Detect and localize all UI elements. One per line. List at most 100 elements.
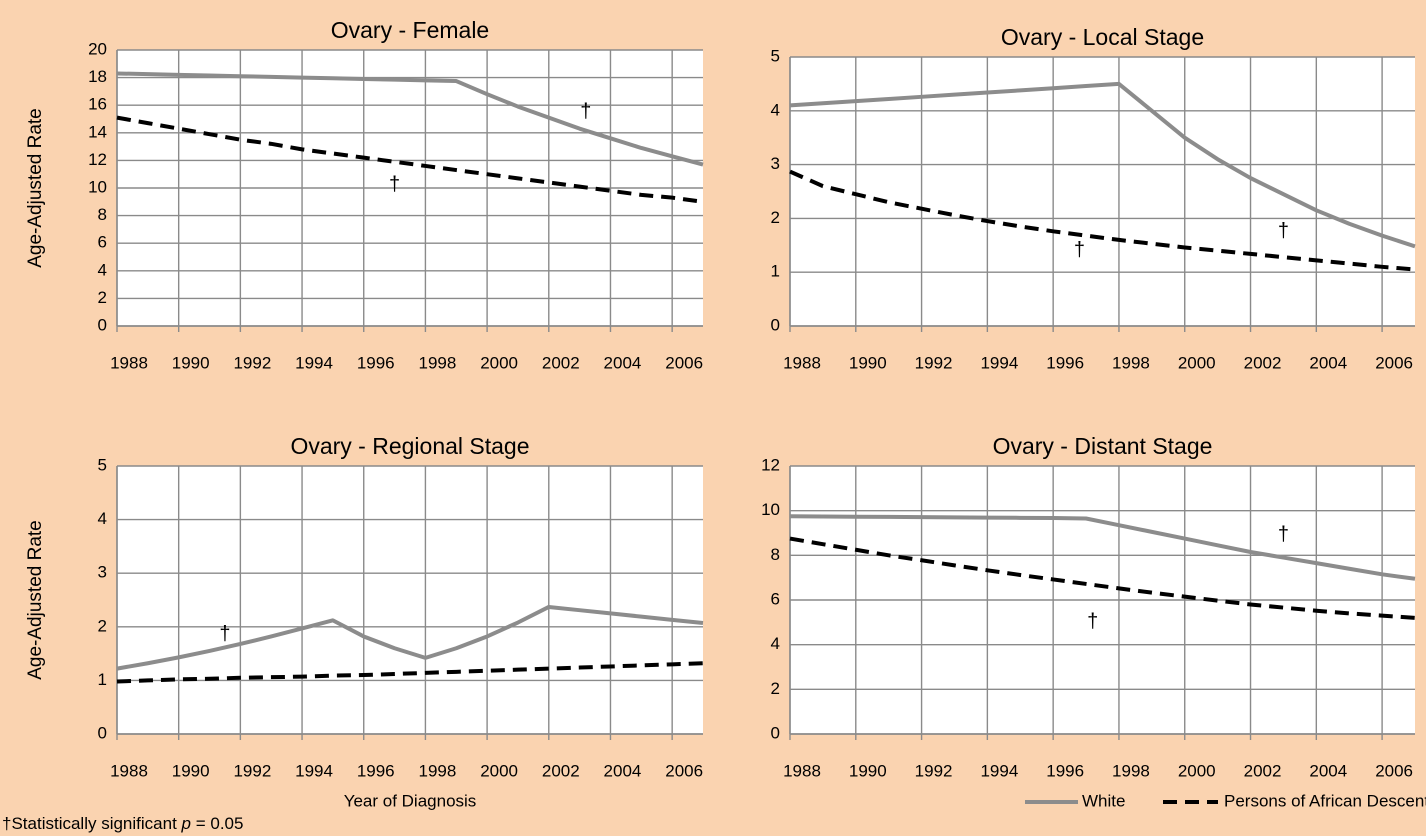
annotation: † xyxy=(1087,611,1098,633)
x-tick-label: 1998 xyxy=(419,353,457,372)
series-line xyxy=(116,71,704,167)
series-line xyxy=(789,169,1416,272)
y-tick-label: 0 xyxy=(98,315,107,334)
x-tick-label: 1990 xyxy=(849,353,887,372)
x-tick-label: 2002 xyxy=(1244,353,1282,372)
x-tick-label: 1996 xyxy=(357,353,395,372)
y-tick-label: 2 xyxy=(98,616,107,635)
y-tick-label: 3 xyxy=(98,563,107,582)
x-tick-label: 2004 xyxy=(604,353,642,372)
annotation: † xyxy=(1278,524,1289,546)
x-tick-label: 1990 xyxy=(172,353,210,372)
x-tick-label: 1996 xyxy=(357,761,395,780)
x-tick-label: 2006 xyxy=(665,761,703,780)
x-tick-label: 1996 xyxy=(1046,761,1084,780)
x-tick-label: 1988 xyxy=(110,353,148,372)
y-tick-label: 10 xyxy=(88,177,107,196)
x-tick-label: 1998 xyxy=(419,761,457,780)
annotation: † xyxy=(219,623,230,645)
y-tick-label: 2 xyxy=(771,208,780,227)
x-axis-label: Year of Diagnosis xyxy=(344,791,477,810)
y-tick-label: 0 xyxy=(771,723,780,742)
x-tick-label: 2004 xyxy=(604,761,642,780)
series-line xyxy=(789,536,1416,620)
x-tick-label: 1988 xyxy=(783,353,821,372)
y-tick-label: 5 xyxy=(771,46,780,65)
x-tick-label: 2000 xyxy=(480,761,518,780)
y-tick-label: 4 xyxy=(98,260,107,279)
x-tick-label: 1992 xyxy=(915,353,953,372)
plot-area xyxy=(790,57,1415,326)
x-tick-label: 1994 xyxy=(295,353,333,372)
series-line xyxy=(789,81,1416,249)
footnote: †Statistically significant p = 0.05 xyxy=(2,814,243,833)
y-tick-label: 12 xyxy=(88,150,107,169)
x-tick-label: 2000 xyxy=(1178,761,1216,780)
series-line xyxy=(116,115,704,204)
legend-label: White xyxy=(1082,791,1125,810)
y-tick-label: 1 xyxy=(771,262,780,281)
x-tick-label: 1998 xyxy=(1112,353,1150,372)
y-tick-label: 6 xyxy=(98,233,107,252)
x-tick-label: 2006 xyxy=(1375,761,1413,780)
y-tick-label: 10 xyxy=(761,500,780,519)
y-tick-label: 18 xyxy=(88,67,107,86)
footnote-text: = 0.05 xyxy=(191,814,243,833)
x-tick-label: 2002 xyxy=(542,353,580,372)
y-tick-label: 12 xyxy=(761,455,780,474)
legend-label: Persons of African Descent xyxy=(1224,791,1426,810)
y-tick-label: 0 xyxy=(771,315,780,334)
y-tick-label: 4 xyxy=(98,509,107,528)
series-line xyxy=(116,604,704,671)
series-line xyxy=(789,514,1416,581)
y-tick-label: 2 xyxy=(771,679,780,698)
x-tick-label: 2000 xyxy=(480,353,518,372)
x-tick-label: 1994 xyxy=(980,353,1018,372)
x-tick-label: 1988 xyxy=(110,761,148,780)
y-tick-label: 6 xyxy=(771,589,780,608)
y-tick-label: 16 xyxy=(88,95,107,114)
x-tick-label: 2002 xyxy=(1244,761,1282,780)
series-line xyxy=(116,661,704,684)
y-tick-label: 0 xyxy=(98,723,107,742)
annotation: † xyxy=(1278,220,1289,242)
x-tick-label: 1996 xyxy=(1046,353,1084,372)
annotation: † xyxy=(389,174,400,196)
x-tick-label: 1992 xyxy=(233,761,271,780)
x-tick-label: 1988 xyxy=(783,761,821,780)
y-tick-label: 8 xyxy=(771,545,780,564)
x-tick-label: 2004 xyxy=(1309,353,1347,372)
x-tick-label: 2002 xyxy=(542,761,580,780)
annotation: † xyxy=(580,100,591,122)
plot-area xyxy=(117,466,703,734)
y-tick-label: 4 xyxy=(771,634,780,653)
y-tick-label: 8 xyxy=(98,205,107,224)
y-tick-label: 5 xyxy=(98,455,107,474)
x-tick-label: 1994 xyxy=(295,761,333,780)
x-tick-label: 1990 xyxy=(172,761,210,780)
x-tick-label: 2004 xyxy=(1309,761,1347,780)
y-tick-label: 2 xyxy=(98,288,107,307)
y-tick-label: 14 xyxy=(88,122,107,141)
chart-title: Ovary - Female xyxy=(331,17,489,43)
y-axis-label: Age-Adjusted Rate xyxy=(25,520,46,680)
x-tick-label: 2000 xyxy=(1178,353,1216,372)
x-tick-label: 1998 xyxy=(1112,761,1150,780)
x-tick-label: 1990 xyxy=(849,761,887,780)
x-tick-label: 2006 xyxy=(1375,353,1413,372)
chart-title: Ovary - Local Stage xyxy=(1001,24,1204,50)
y-tick-label: 1 xyxy=(98,670,107,689)
y-tick-label: 4 xyxy=(771,100,780,119)
footnote-italic: p xyxy=(181,814,191,833)
chart-title: Ovary - Distant Stage xyxy=(993,433,1213,459)
chart-title: Ovary - Regional Stage xyxy=(290,433,529,459)
y-tick-label: 3 xyxy=(771,154,780,173)
x-tick-label: 1994 xyxy=(980,761,1018,780)
footnote-text: †Statistically significant xyxy=(2,814,182,833)
x-tick-label: 1992 xyxy=(915,761,953,780)
y-tick-label: 20 xyxy=(88,39,107,58)
x-tick-label: 1992 xyxy=(233,353,271,372)
x-tick-label: 2006 xyxy=(665,353,703,372)
